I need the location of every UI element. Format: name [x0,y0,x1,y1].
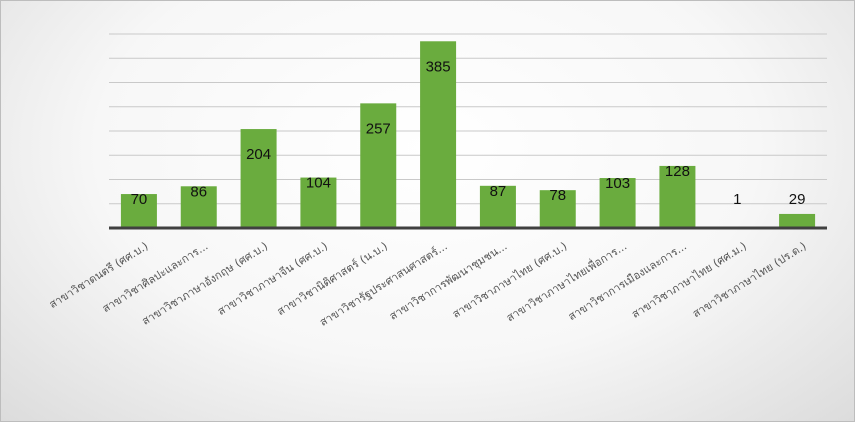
data-label: 103 [605,175,630,192]
bar [539,190,576,228]
category-label: สาขาวิชาการพัฒนาชุมชน... [387,240,509,323]
category-label: สาขาวิชาภาษาไทย (ปร.ด.) [690,240,809,321]
bar [120,194,157,228]
data-labels: 70 86 204 104 257 385 87 78 103 128 1 29 [131,58,806,208]
data-label: 78 [549,187,566,204]
gridlines [109,33,827,205]
data-label: 29 [789,191,806,208]
category-label: สาขาวิชาการเมืองและการ... [566,240,689,324]
data-label: 385 [426,58,451,75]
bar [599,178,636,228]
data-label: 128 [665,163,690,180]
bar [659,165,696,228]
category-label: สาขาวิชาภาษาไทย (ศศ.ม.) [629,240,748,321]
bar [240,129,277,228]
bar [180,186,217,228]
bar [479,185,516,228]
category-label: สาขาวิชานิติศาสตร์ (น.บ.) [275,240,390,319]
data-label: 87 [490,183,507,200]
data-label: 204 [246,146,271,163]
bar [300,177,337,228]
data-label: 70 [131,191,148,208]
bar [360,103,397,228]
data-label: 104 [306,175,331,192]
category-labels: สาขาวิชาดนตรี (ศศ.บ.)สาขาวิชาศิลปะและการ… [47,238,809,329]
category-label: สาขาวิชาภาษาไทย (ศศ.บ.) [450,240,569,321]
bars [120,41,816,229]
data-label: 257 [366,120,391,137]
data-label: 86 [190,183,207,200]
category-label: สาขาวิชาศิลปะและการ... [100,240,210,316]
bar [779,213,816,228]
category-label: สาขาวิชาภาษาจีน (ศศ.บ.) [215,240,330,318]
data-label: 1 [733,191,741,208]
bar [420,41,457,229]
category-label: สาขาวิชาดนตรี (ศศ.บ.) [47,240,151,312]
